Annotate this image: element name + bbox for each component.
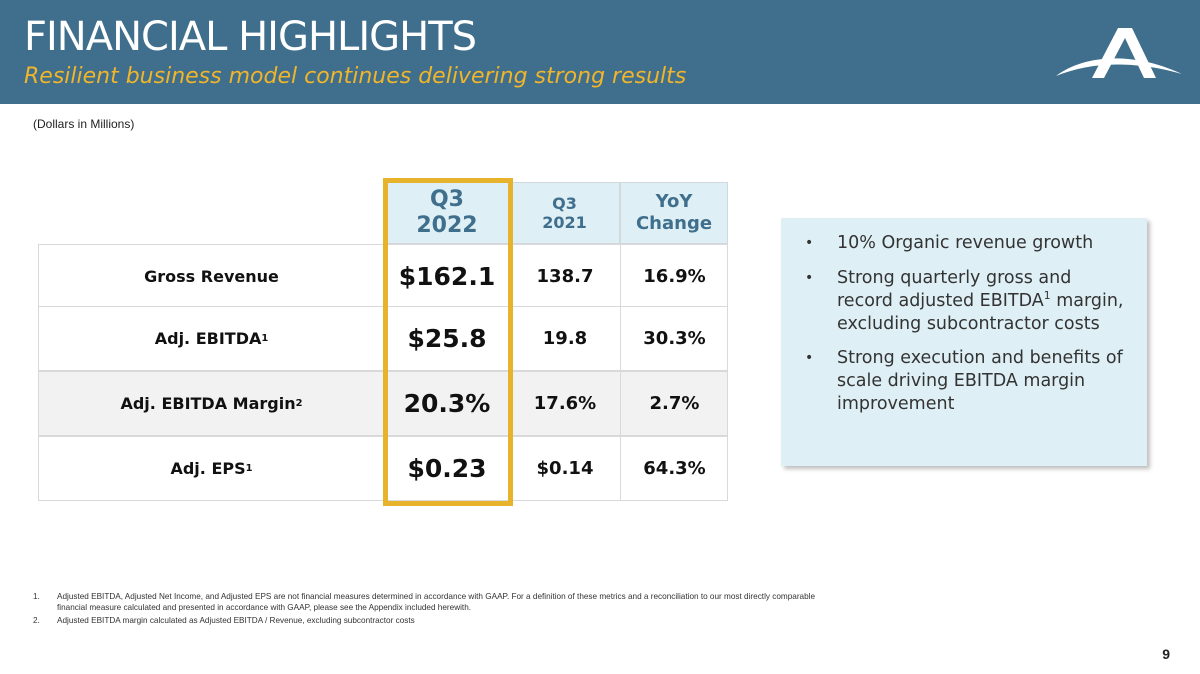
prior-value: 17.6%: [509, 371, 620, 436]
current-value: $25.8: [407, 324, 487, 353]
row-label: Adj. EBITDA Margin 2: [120, 394, 303, 413]
footnote-number: 1.: [33, 592, 40, 601]
change-value: 2.7%: [620, 371, 728, 436]
row-label-text: Adj. EBITDA Margin: [120, 394, 296, 413]
footnotes: 1. Adjusted EBITDA, Adjusted Net Income,…: [33, 592, 823, 628]
current-value: $162.1: [398, 262, 496, 291]
footnote-text: Adjusted EBITDA margin calculated as Adj…: [57, 615, 415, 625]
current-value: 20.3%: [403, 389, 491, 418]
bullet-main: Strong execution and benefits of scale d…: [837, 348, 1123, 414]
footnote: 1. Adjusted EBITDA, Adjusted Net Income,…: [33, 592, 823, 614]
prior-value: 19.8: [509, 306, 620, 371]
change-value: 16.9%: [620, 244, 728, 309]
bullet-main: Strong quarterly gross and record adjust…: [837, 268, 1072, 311]
column-header-yoy-change: YoY Change: [620, 182, 728, 244]
page-subtitle: Resilient business model continues deliv…: [24, 64, 687, 89]
row-label-text: Gross Revenue: [144, 267, 279, 286]
company-logo-icon: [1056, 28, 1182, 78]
bullet-glyph: •: [805, 270, 814, 287]
page-title: FINANCIAL HIGHLIGHTS: [24, 14, 477, 60]
page-number: 9: [1162, 646, 1170, 662]
current-quarter-highlight: [383, 178, 513, 506]
column-header-line2: 2022: [416, 213, 478, 238]
prior-value: 138.7: [509, 244, 620, 309]
row-label: Adj. EPS 1: [170, 459, 253, 478]
column-header-line2: Change: [635, 213, 713, 234]
row-label-text: Adj. EPS: [170, 459, 246, 478]
bullet-glyph: •: [805, 235, 814, 251]
footnote-number: 2.: [33, 615, 40, 625]
footnote-text: Adjusted EBITDA, Adjusted Net Income, an…: [57, 592, 816, 612]
bullet-text: Strong execution and benefits of scale d…: [837, 347, 1125, 415]
header-bar: FINANCIAL HIGHLIGHTS Resilient business …: [0, 0, 1200, 104]
bullet-text: Strong quarterly gross and record adjust…: [837, 267, 1125, 335]
column-header-line1: YoY: [655, 191, 693, 213]
prior-value: $0.14: [509, 436, 620, 501]
column-header-q3-2022: Q3 2022: [385, 182, 509, 244]
list-item: • Strong quarterly gross and record adju…: [803, 267, 1125, 335]
units-note: (Dollars in Millions): [33, 117, 135, 131]
change-value: 30.3%: [620, 306, 728, 371]
list-item: • 10% Organic revenue growth: [803, 232, 1125, 255]
row-label-text: Adj. EBITDA: [154, 329, 262, 348]
column-header-line2: 2021: [542, 213, 587, 232]
column-header-q3-2021: Q3 2021: [509, 182, 620, 244]
row-label: Adj. EBITDA 1: [154, 329, 269, 348]
column-header-line1: Q3: [429, 186, 464, 212]
footnote: 2. Adjusted EBITDA margin calculated as …: [33, 616, 823, 627]
column-header-line1: Q3: [552, 193, 577, 213]
change-value: 64.3%: [620, 436, 728, 501]
bullet-glyph: •: [805, 350, 814, 367]
highlights-callout: • 10% Organic revenue growth • Strong qu…: [781, 218, 1147, 466]
bullet-tail: margin, excluding subcontractor costs: [837, 290, 1124, 334]
bullet-sup: 1: [1043, 289, 1051, 303]
list-item: • Strong execution and benefits of scale…: [803, 347, 1125, 415]
bullet-main: 10% Organic revenue growth: [837, 233, 1094, 253]
bullet-text: 10% Organic revenue growth: [837, 232, 1093, 255]
current-value: $0.23: [407, 454, 487, 483]
row-label: Gross Revenue: [38, 244, 385, 309]
